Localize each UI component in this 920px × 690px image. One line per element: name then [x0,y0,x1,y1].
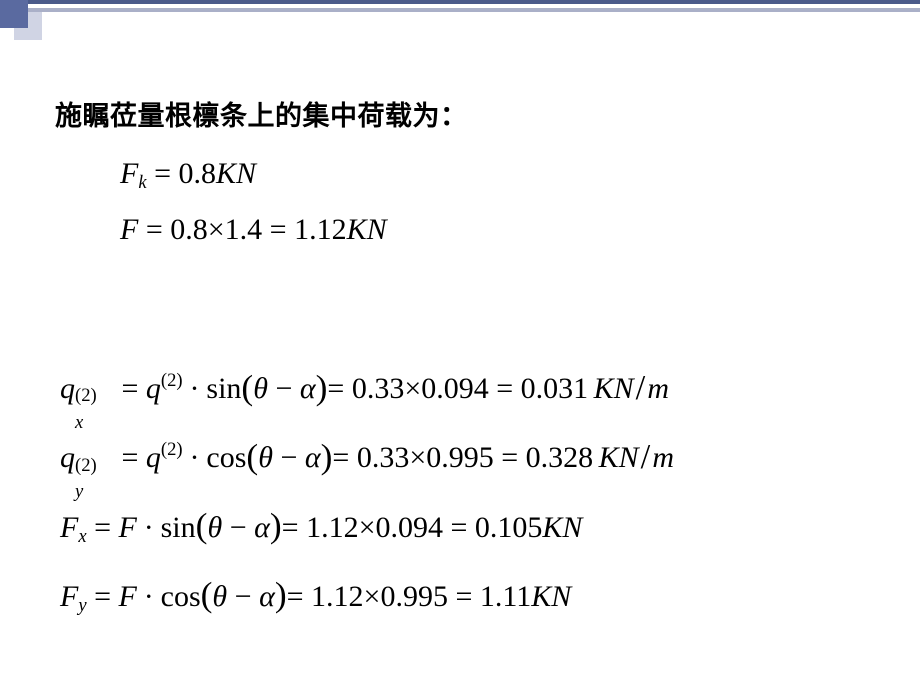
eq-var: F [120,213,138,246]
eq-unit: KN [542,511,582,544]
equation-fy: Fy = F·cos(θ − α)= 1.12×0.995 = 1.11KN [60,560,674,629]
eq-var: q [60,441,75,474]
equation-block-1: Fk = 0.8KN F = 0.8×1.4 = 1.12KN [120,146,387,257]
eq-var: F [119,511,137,544]
eq-sup: (2) [161,370,183,391]
eq-unit: KN [347,213,387,246]
equation-f: F = 0.8×1.4 = 1.12KN [120,202,387,258]
border-line-light [0,8,920,12]
eq-val: = 0.33×0.995 = 0.328 [332,441,593,474]
equation-fk: Fk = 0.8KN [120,146,387,202]
eq-unit: KN [599,441,639,474]
eq-func: cos [161,580,201,613]
eq-var: q [60,372,75,405]
eq-func: sin [206,372,241,405]
eq-sub: x [78,526,86,547]
eq-val: = 1.12×0.995 = 1.11 [287,580,532,613]
eq-sup: (2) [161,439,183,460]
eq-arg: α [259,580,275,613]
eq-var: q [146,441,161,474]
slide: 施瞩莅量根檩条上的集中荷载为： Fk = 0.8KN F = 0.8×1.4 =… [0,0,920,690]
eq-unit: KN [216,157,256,190]
eq-arg: θ [258,441,273,474]
eq-var: F [60,511,78,544]
eq-arg: θ [207,511,222,544]
section-heading: 施瞩莅量根檩条上的集中荷载为： [55,94,468,133]
slide-top-border [0,0,920,28]
eq-sub: k [138,172,146,193]
border-line-dark [0,0,920,4]
equation-block-2: q(2)x = q(2)·sin(θ − α)= 0.33×0.094 = 0.… [60,352,674,629]
eq-val: = 1.12×0.094 = 0.105 [282,511,543,544]
equation-qx: q(2)x = q(2)·sin(θ − α)= 0.33×0.094 = 0.… [60,352,674,421]
eq-unit: m [647,372,669,405]
eq-var: F [120,157,138,190]
eq-unit: KN [531,580,571,613]
eq-val: = 0.8 [147,157,216,190]
eq-func: cos [206,441,246,474]
eq-var: F [60,580,78,613]
eq-arg: α [305,441,321,474]
corner-square-dark [0,0,28,28]
eq-arg: α [254,511,270,544]
eq-arg: θ [253,372,268,405]
equation-qy: q(2)y = q(2)·cos(θ − α)= 0.33×0.995 = 0.… [60,421,674,490]
eq-arg: θ [212,580,227,613]
eq-var: q [146,372,161,405]
eq-val: = 0.33×0.094 = 0.031 [327,372,588,405]
eq-var: F [119,580,137,613]
eq-unit: m [652,441,674,474]
eq-func: sin [161,511,196,544]
eq-unit: KN [594,372,634,405]
eq-arg: α [300,372,316,405]
equation-fx: Fx = F·sin(θ − α)= 1.12×0.094 = 0.105KN [60,491,674,560]
eq-val: = 0.8×1.4 = 1.12 [138,213,346,246]
eq-sub: y [78,595,86,616]
